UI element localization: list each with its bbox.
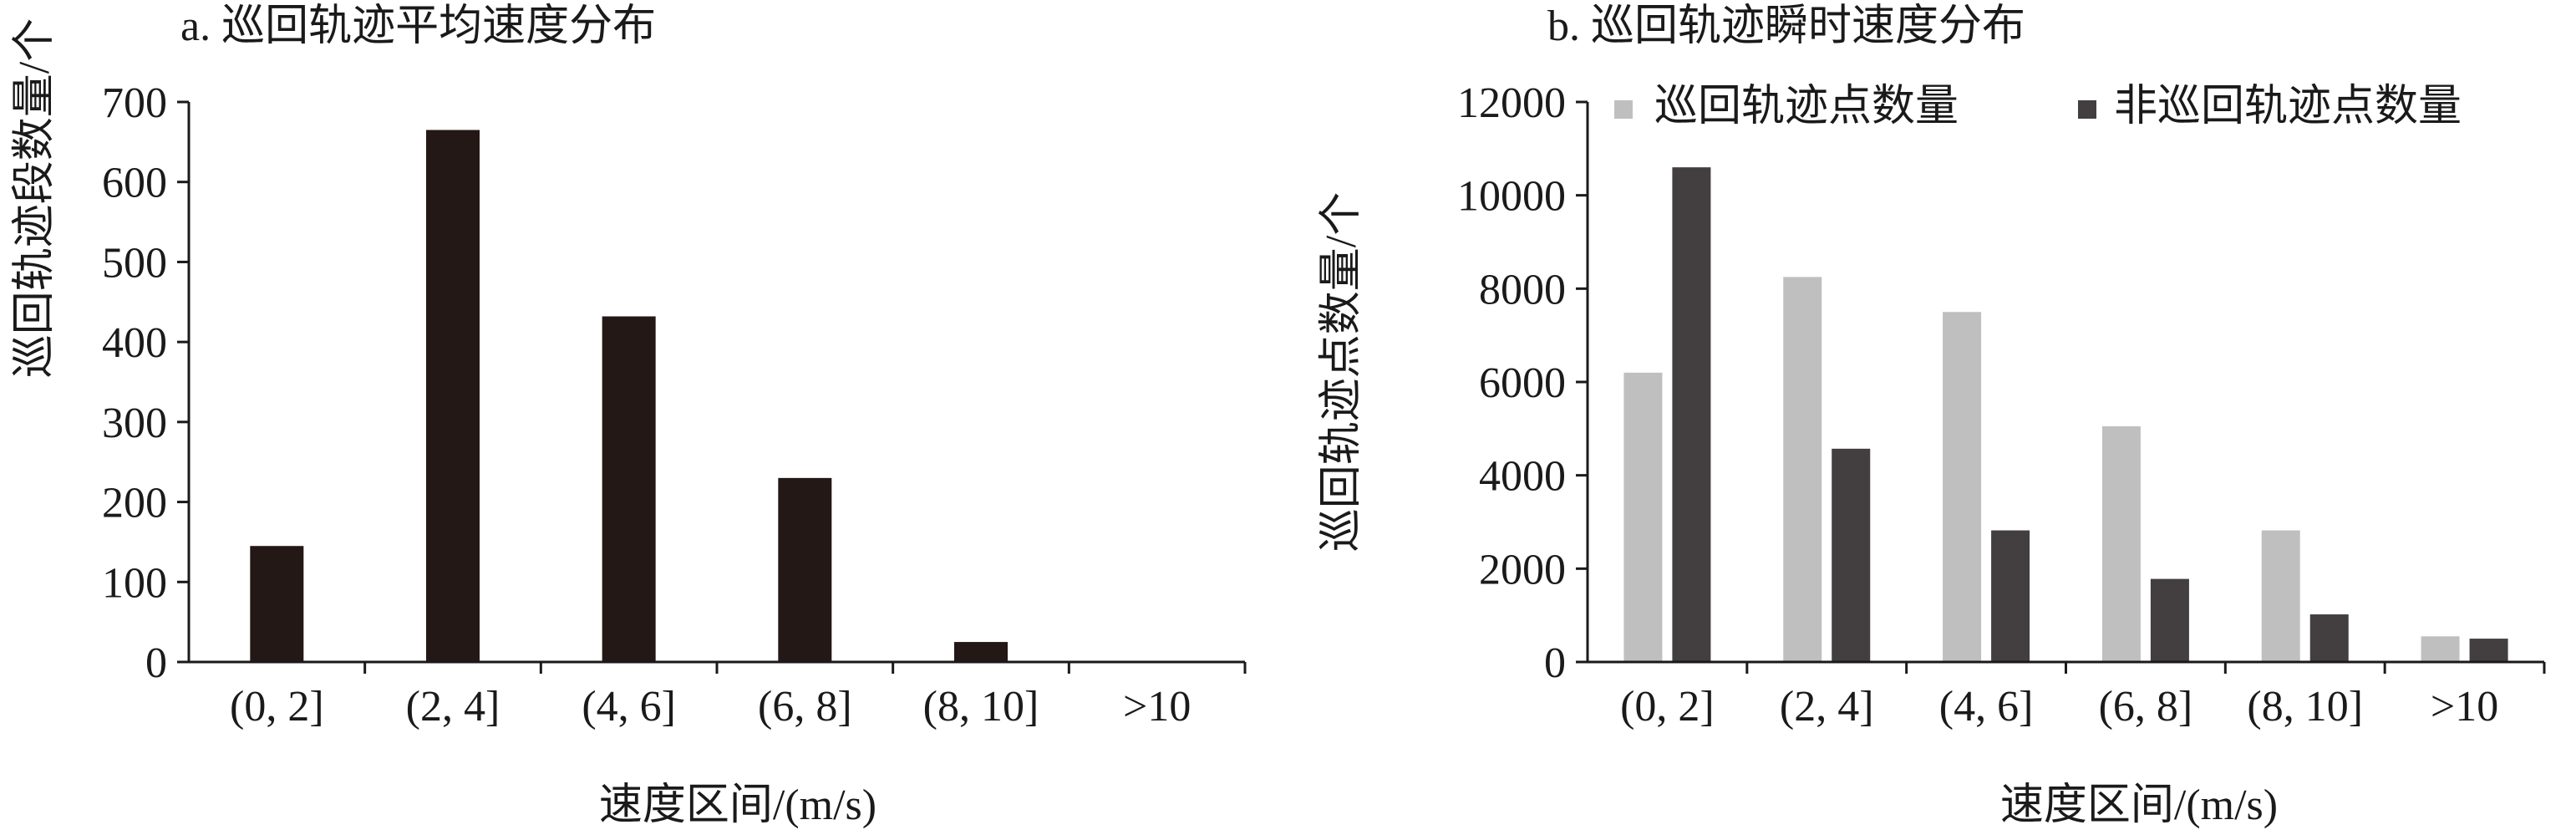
bar-b-s1-3: [1943, 312, 1982, 662]
bar-b-s2-3: [1991, 530, 2030, 662]
x-tick-label: >10: [1123, 683, 1191, 731]
legend-swatch-series-1: [1614, 100, 1633, 119]
bar-a-s1-5: [954, 642, 1008, 662]
y-tick-label: 10000: [1457, 173, 1566, 221]
x-tick-label: (8, 10]: [923, 683, 1039, 731]
y-tick-label: 100: [102, 559, 167, 607]
y-tick-label: 200: [102, 480, 167, 527]
y-tick-label: 500: [102, 239, 167, 287]
y-tick-label: 0: [145, 639, 167, 687]
legend-label-series-1: 巡回轨迹点数量: [1654, 83, 1959, 130]
bar-b-s2-6: [2469, 639, 2508, 662]
bar-b-s1-4: [2101, 426, 2141, 662]
bar-b-s2-2: [1832, 448, 1871, 662]
chart-a-x-axis: (0, 2] (2, 4] (4, 6] (6, 8] (8, 10] >10: [189, 660, 1247, 731]
bar-b-s2-1: [1672, 167, 1711, 662]
x-tick-label: (0, 2]: [1620, 683, 1715, 731]
y-tick-label: 12000: [1457, 79, 1566, 127]
chart-b-bars: [1623, 167, 2508, 662]
bar-a-s1-3: [602, 316, 656, 662]
chart-panel-b: b. 巡回轨迹瞬时速度分布 巡回轨迹点数量/个 速度区间/(m/s) 巡回轨迹点…: [1318, 3, 2546, 829]
bar-b-s1-6: [2421, 636, 2460, 662]
bar-b-s1-1: [1623, 372, 1663, 662]
y-tick-label: 0: [1544, 639, 1566, 687]
x-tick-label: >10: [2431, 683, 2498, 731]
y-tick-label: 600: [102, 160, 167, 207]
chart-a-title: a. 巡回轨迹平均速度分布: [180, 3, 656, 50]
y-tick-label: 300: [102, 400, 167, 447]
bar-a-s1-1: [250, 546, 304, 662]
x-tick-label: (0, 2]: [230, 683, 324, 731]
x-tick-label: (4, 6]: [1939, 683, 2034, 731]
x-tick-label: (2, 4]: [1780, 683, 1874, 731]
y-tick-label: 400: [102, 319, 167, 367]
bar-b-s1-2: [1783, 277, 1822, 662]
x-tick-label: (4, 6]: [582, 683, 676, 731]
bar-a-s1-2: [426, 130, 480, 662]
chart-b-title: b. 巡回轨迹瞬时速度分布: [1547, 3, 2025, 50]
chart-a-y-axis: 0 100 200 300 400 500 600 700: [102, 79, 191, 687]
chart-a-ylabel: 巡回轨迹段数量/个: [11, 18, 58, 378]
bar-a-s1-4: [778, 477, 832, 662]
x-tick-label: (6, 8]: [2099, 683, 2193, 731]
chart-b-xlabel: 速度区间/(m/s): [2000, 782, 2278, 829]
chart-panel-a: a. 巡回轨迹平均速度分布 巡回轨迹段数量/个 速度区间/(m/s) 0 100 2…: [11, 3, 1247, 829]
chart-b-ylabel: 巡回轨迹点数量/个: [1318, 192, 1365, 552]
legend-label-series-2: 非巡回轨迹点数量: [2114, 83, 2462, 130]
y-tick-label: 8000: [1479, 266, 1566, 313]
x-tick-label: (6, 8]: [758, 683, 852, 731]
chart-b-x-axis: (0, 2] (2, 4] (4, 6] (6, 8] (8, 10] >10: [1588, 660, 2546, 731]
y-tick-label: 2000: [1479, 546, 1566, 593]
chart-a-xlabel: 速度区间/(m/s): [599, 782, 876, 829]
legend-swatch-series-2: [2078, 100, 2096, 119]
y-tick-label: 4000: [1479, 453, 1566, 501]
x-tick-label: (8, 10]: [2247, 683, 2363, 731]
y-tick-label: 700: [102, 79, 167, 127]
bar-b-s2-5: [2309, 614, 2349, 662]
y-tick-label: 6000: [1479, 359, 1566, 407]
chart-a-bars: [250, 130, 1008, 662]
chart-b-y-axis: 0 2000 4000 6000 8000 10000 12000: [1457, 79, 1589, 687]
bar-b-s2-4: [2150, 578, 2189, 662]
x-tick-label: (2, 4]: [406, 683, 500, 731]
bar-b-s1-5: [2261, 530, 2300, 662]
chart-b-legend: 巡回轨迹点数量 非巡回轨迹点数量: [1614, 83, 2462, 130]
